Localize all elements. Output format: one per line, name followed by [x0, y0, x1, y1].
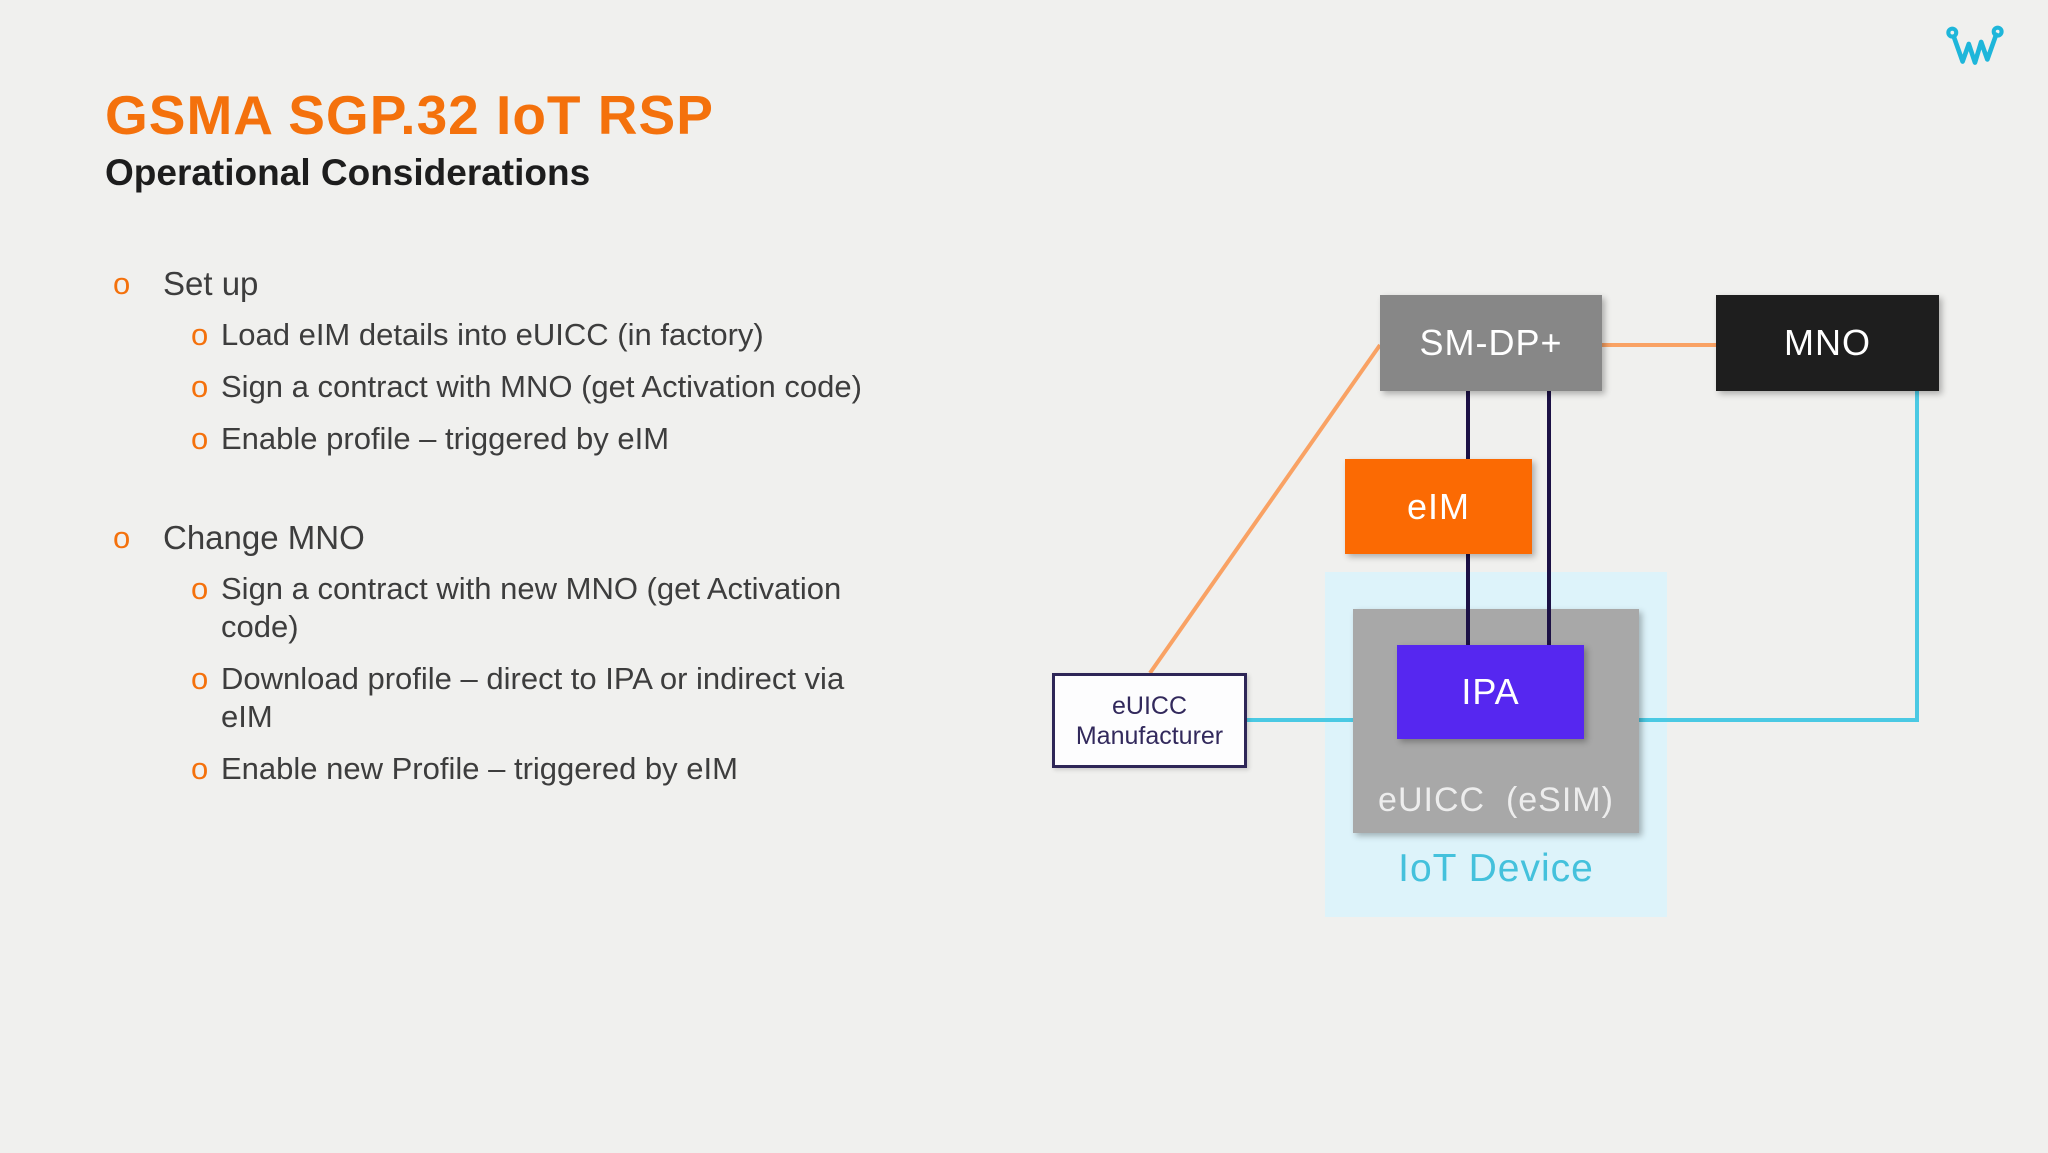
eim-label: eIM [1406, 485, 1470, 527]
bullet-group-change-mno: o Change MNO o Sign a contract with new … [105, 516, 945, 788]
waveform-w-logo-icon [1943, 22, 2009, 66]
bullet-marker: o [191, 751, 209, 786]
iot-device-label: IoT Device [1398, 847, 1594, 890]
bullet-label: Set up [163, 265, 259, 302]
euicc-esim-label: eUICC (eSIM) [1378, 781, 1614, 819]
mno-box: MNO [1716, 295, 1939, 391]
bullet-text: Enable new Profile – triggered by eIM [221, 751, 738, 786]
page-subtitle: Operational Considerations [105, 152, 591, 193]
bullet-label: Change MNO [163, 519, 365, 556]
header: GSMA SGP.32 IoT RSP Operational Consider… [105, 84, 714, 196]
bullet-text: Load eIM details into eUICC (in factory) [221, 317, 764, 352]
euicc-manufacturer-box: eUICC Manufacturer [1052, 673, 1247, 768]
bullet-marker: o [191, 369, 209, 404]
ipa-label: IPA [1461, 671, 1520, 712]
ipa-box: IPA [1397, 645, 1584, 739]
bullet-text: Sign a contract with new MNO (get Activa… [221, 571, 842, 644]
mno-label: MNO [1784, 322, 1871, 363]
bullet-group-setup: o Set up o Load eIM details into eUICC (… [105, 262, 945, 458]
bullet-text: Enable profile – triggered by eIM [221, 421, 670, 456]
bullet-text: Sign a contract with MNO (get Activation… [221, 369, 862, 404]
page-title: GSMA SGP.32 IoT RSP [105, 84, 714, 146]
list-item: o Sign a contract with new MNO (get Acti… [191, 570, 945, 646]
bullet-marker: o [113, 266, 131, 301]
euicc-manufacturer-label: eUICC Manufacturer [1075, 691, 1224, 750]
eim-box: eIM [1345, 459, 1532, 554]
smdp-plus-label: SM-DP+ [1419, 322, 1563, 363]
list-item: o Change MNO [105, 516, 945, 560]
list-item: o Load eIM details into eUICC (in factor… [191, 316, 945, 354]
smdp-plus-box: SM-DP+ [1380, 295, 1602, 391]
list-item: o Enable new Profile – triggered by eIM [191, 750, 945, 788]
bullet-marker: o [113, 520, 131, 555]
bullet-marker: o [191, 421, 209, 456]
list-item: o Enable profile – triggered by eIM [191, 420, 945, 458]
list-item: o Download profile – direct to IPA or in… [191, 660, 945, 736]
bullet-text: Download profile – direct to IPA or indi… [221, 661, 845, 734]
list-item: o Set up [105, 262, 945, 306]
list-item: o Sign a contract with MNO (get Activati… [191, 368, 945, 406]
bullet-marker: o [191, 317, 209, 352]
bullet-marker: o [191, 661, 209, 696]
bullet-marker: o [191, 571, 209, 606]
bullet-list: o Set up o Load eIM details into eUICC (… [105, 262, 945, 802]
